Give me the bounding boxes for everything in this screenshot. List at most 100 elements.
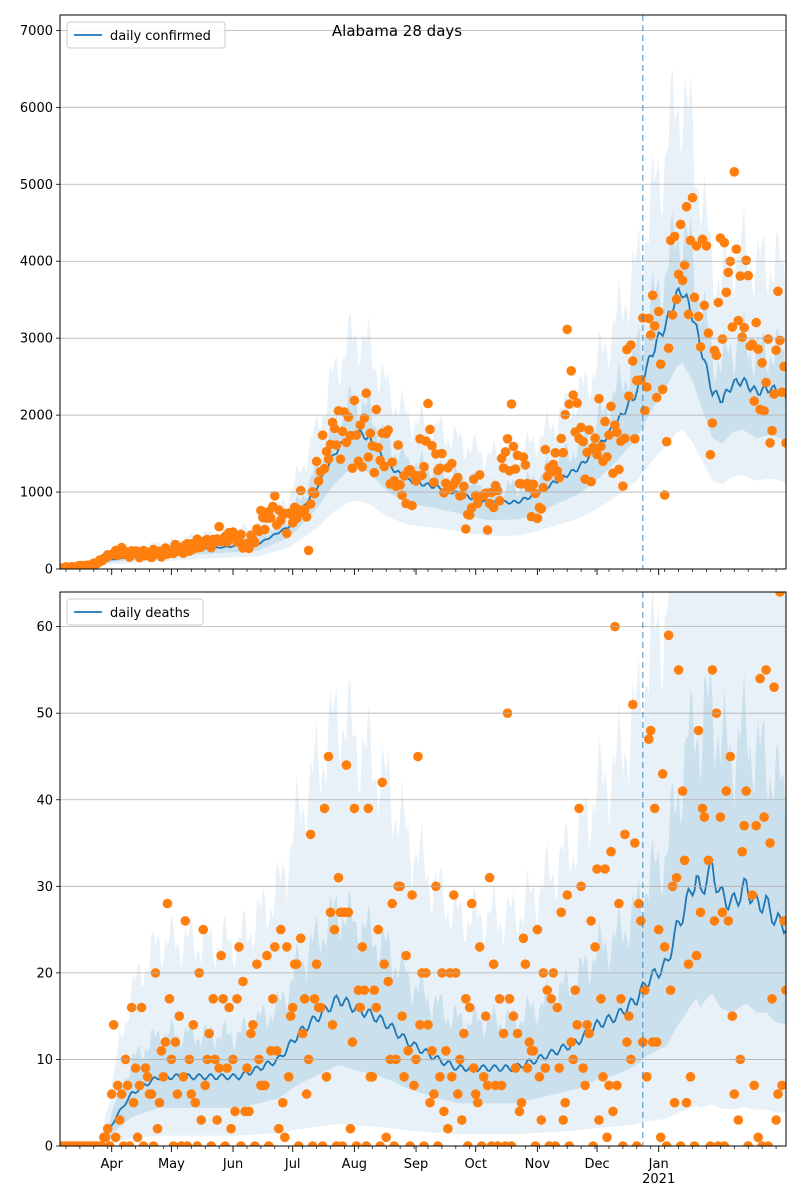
- data-point: [283, 1072, 294, 1082]
- data-point: [270, 491, 280, 501]
- data-point: [441, 1046, 451, 1056]
- data-point: [715, 812, 726, 822]
- data-point: [142, 1072, 153, 1082]
- data-point: [377, 777, 388, 788]
- data-point: [278, 1097, 288, 1108]
- data-point: [188, 1020, 199, 1030]
- data-point: [653, 306, 664, 317]
- data-point: [651, 392, 662, 403]
- data-point: [335, 454, 346, 465]
- data-point: [282, 528, 292, 539]
- data-point: [614, 898, 624, 909]
- data-point: [383, 976, 394, 987]
- data-point: [753, 1132, 763, 1143]
- data-point: [492, 1141, 503, 1146]
- data-point: [687, 192, 698, 203]
- data-point: [636, 916, 646, 926]
- data-point: [560, 409, 570, 420]
- data-point: [594, 393, 604, 404]
- data-point: [755, 673, 765, 684]
- data-point: [309, 994, 320, 1004]
- data-point: [703, 855, 714, 866]
- legend-box: [66, 21, 226, 49]
- plot-area: [60, 67, 786, 569]
- data-point: [293, 1141, 304, 1146]
- data-point: [727, 1011, 738, 1021]
- data-point: [520, 959, 531, 969]
- data-point: [343, 907, 354, 918]
- data-point: [685, 1072, 696, 1082]
- data-point: [568, 390, 578, 400]
- data-point: [371, 1002, 382, 1013]
- y-tick-label: 5000: [20, 178, 53, 193]
- data-point: [280, 1132, 290, 1143]
- data-point: [661, 1141, 672, 1146]
- data-point: [252, 959, 262, 969]
- inner-uncertainty-band: [60, 211, 786, 569]
- data-point: [558, 1115, 568, 1125]
- data-point: [739, 322, 749, 333]
- data-point: [628, 356, 638, 366]
- data-point: [683, 959, 694, 969]
- y-tick-label: 30: [36, 880, 53, 895]
- data-point: [679, 855, 690, 866]
- data-point: [777, 387, 786, 397]
- data-point: [383, 425, 394, 435]
- data-point: [773, 1089, 783, 1099]
- data-point: [574, 803, 584, 814]
- data-point: [530, 488, 541, 499]
- data-point: [435, 1072, 445, 1082]
- data-point: [234, 942, 244, 952]
- data-point: [719, 237, 730, 248]
- data-point: [630, 838, 640, 848]
- data-point: [363, 803, 374, 814]
- data-point: [425, 1097, 435, 1108]
- data-point: [395, 480, 405, 490]
- data-point: [767, 994, 777, 1004]
- data-point: [214, 521, 224, 532]
- data-point: [647, 290, 658, 301]
- data-point: [401, 950, 411, 961]
- data-point: [453, 472, 463, 483]
- data-point: [236, 1141, 246, 1146]
- data-point: [180, 916, 191, 926]
- data-point: [427, 1046, 437, 1056]
- data-point: [729, 1089, 740, 1099]
- data-point: [721, 786, 732, 796]
- data-point: [564, 1141, 574, 1146]
- data-point: [472, 1097, 483, 1108]
- data-point: [594, 1115, 604, 1125]
- data-point: [630, 434, 640, 444]
- data-point: [369, 985, 380, 995]
- data-point: [419, 1141, 429, 1146]
- data-point: [482, 1080, 493, 1091]
- data-point: [236, 529, 246, 540]
- data-point: [695, 907, 706, 918]
- y-tick-label: 60: [36, 620, 53, 635]
- data-point: [693, 725, 704, 736]
- data-point: [198, 924, 208, 935]
- deaths-panel: 0 10 20 30 40 50 60 Apr May Jun Jul Aug Sep Oct Nov Dec…: [36, 591, 787, 1187]
- data-point: [323, 751, 334, 762]
- data-point: [510, 1063, 521, 1073]
- data-point: [367, 1072, 378, 1082]
- data-point: [102, 1123, 113, 1134]
- data-point: [136, 1002, 147, 1013]
- data-point: [642, 382, 652, 392]
- data-point: [735, 271, 746, 281]
- x-tick-label: Dec: [584, 1157, 609, 1172]
- data-point: [769, 389, 779, 399]
- data-point: [528, 1046, 539, 1056]
- data-point: [681, 1097, 692, 1108]
- data-point: [743, 1141, 753, 1146]
- data-point: [606, 401, 616, 412]
- data-point: [347, 463, 358, 474]
- data-point: [419, 461, 429, 472]
- data-point: [200, 1080, 210, 1091]
- data-point: [725, 751, 736, 762]
- data-point: [669, 231, 680, 242]
- data-point: [329, 924, 340, 935]
- data-point: [305, 499, 316, 509]
- data-point: [476, 1141, 487, 1146]
- x-year-label: 2021: [642, 1172, 675, 1187]
